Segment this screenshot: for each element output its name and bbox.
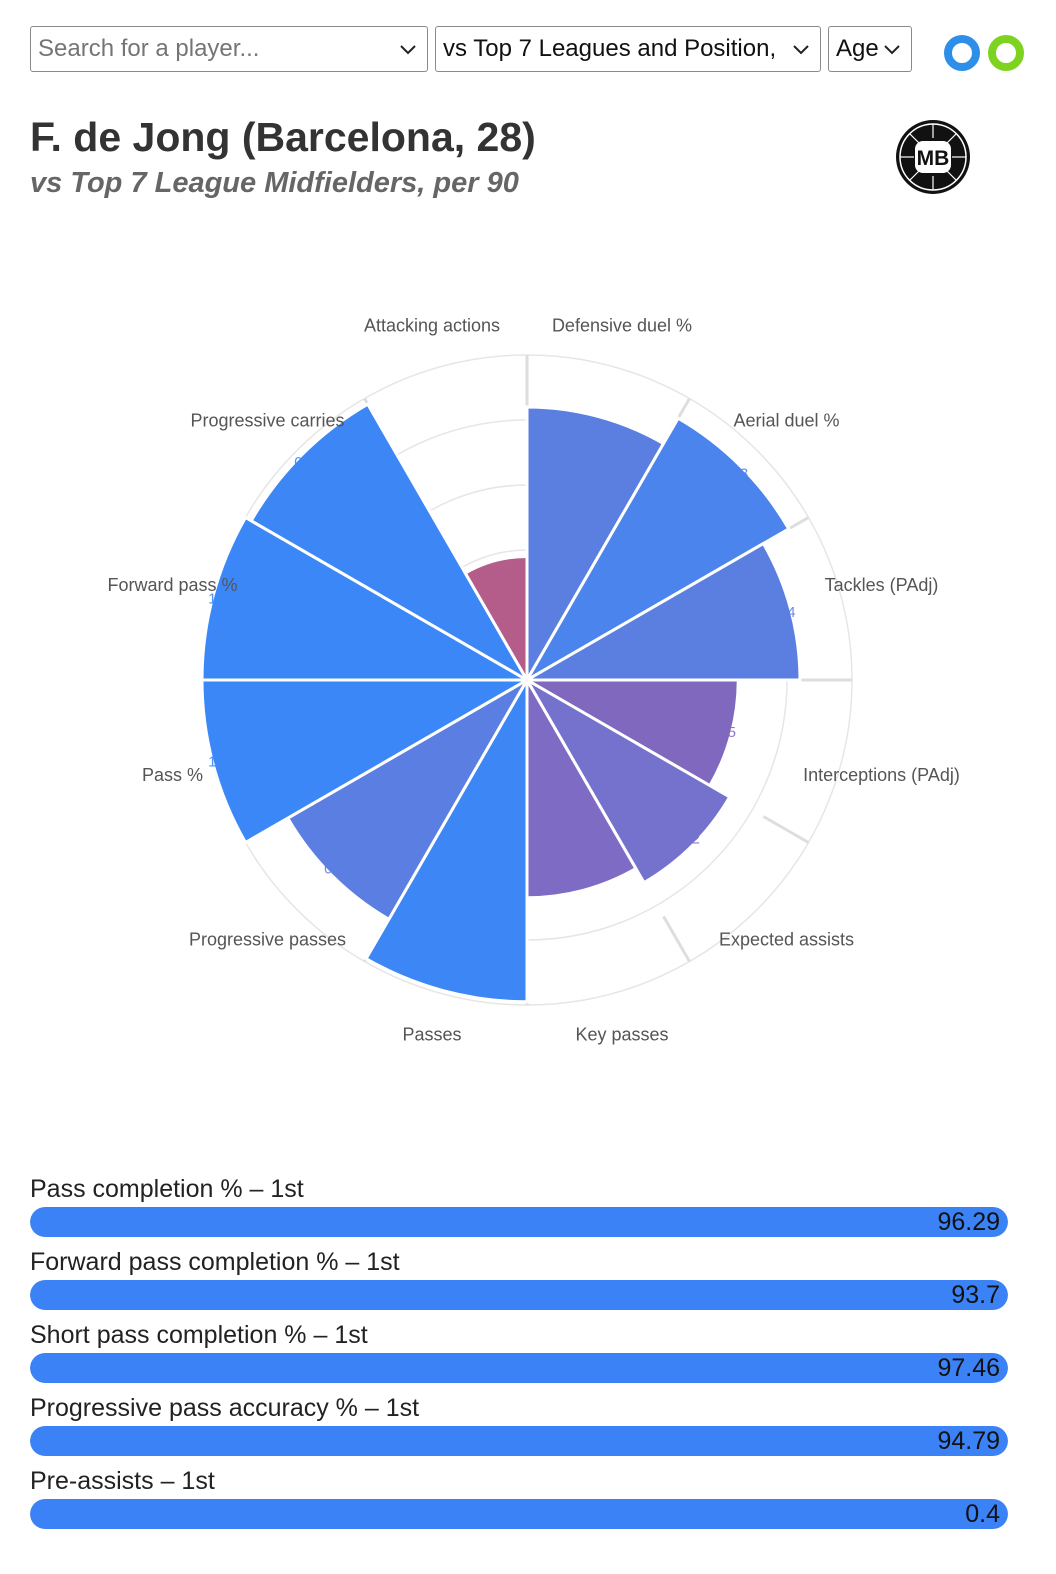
value-label: 0.84 — [580, 418, 609, 435]
stat-label: Pre-assists – 1st — [30, 1467, 215, 1495]
stat-value: 94.79 — [937, 1427, 1000, 1455]
age-select-value: Age — [836, 35, 879, 62]
value-label: 0.38 — [483, 562, 512, 579]
stat-bar-track: 97.46 — [30, 1353, 1008, 1383]
stat-value: 96.29 — [937, 1208, 1000, 1236]
category-label: Interceptions (PAdj) — [803, 765, 960, 785]
category-label: Key passes — [575, 1024, 668, 1044]
stat-row: Forward pass completion % – 1st 93.7 — [30, 1245, 1010, 1318]
player-search-placeholder: Search for a player... — [38, 35, 260, 62]
stat-label: Forward pass completion % – 1st — [30, 1248, 400, 1276]
value-label: 0.72 — [671, 830, 700, 847]
category-label: Passes — [402, 1024, 461, 1044]
stat-label: Short pass completion % – 1st — [30, 1321, 368, 1349]
stat-bar-track: 0.4 — [30, 1499, 1008, 1529]
chart-category-labels: Defensive duel % Aerial duel % Tackles (PA… — [107, 316, 959, 1045]
grid-spoke — [662, 915, 691, 963]
stat-bar-fill — [30, 1353, 1008, 1383]
stat-row: Short pass completion % – 1st 97.46 — [30, 1318, 1010, 1391]
stat-value: 93.7 — [951, 1281, 1000, 1309]
category-label: Forward pass % — [107, 575, 237, 595]
value-label: 1.00 — [208, 754, 237, 771]
player-search-dropdown[interactable]: Search for a player... — [30, 26, 428, 72]
chevron-down-icon — [793, 45, 809, 55]
stat-row: Progressive pass accuracy % – 1st 94.79 — [30, 1391, 1010, 1464]
polar-bar-1 — [525, 405, 666, 686]
polar-bar-chart: 0.84 0.93 0.84 0.65 0.72 0.67 0.99 0.85 1.00 1.00… — [107, 316, 959, 1045]
stat-bar-fill — [30, 1207, 1008, 1237]
stat-row: Pass completion % – 1st 96.29 — [30, 1172, 1010, 1245]
category-label: Pass % — [142, 765, 203, 785]
category-label: Progressive passes — [189, 930, 346, 950]
polar-bar-6 — [525, 674, 638, 900]
comparison-group-select[interactable]: vs Top 7 Leagues and Position, per 90 — [435, 26, 821, 72]
logo-text: MB — [917, 147, 950, 170]
stat-bar-fill — [30, 1280, 1008, 1310]
chart-value-labels: 0.84 0.93 0.84 0.65 0.72 0.67 0.99 0.85 1.00 1.00… — [208, 418, 796, 990]
category-label: Aerial duel % — [733, 410, 839, 430]
category-label: Attacking actions — [364, 316, 500, 336]
polar-bar-9 — [200, 678, 533, 845]
blue-ring-toggle[interactable] — [944, 35, 980, 71]
stat-value: 0.4 — [965, 1500, 1000, 1528]
stat-label: Pass completion % – 1st — [30, 1175, 304, 1203]
value-label: 1.00 — [208, 590, 237, 607]
chevron-down-icon — [400, 45, 416, 55]
polar-bar-7 — [364, 674, 529, 1004]
value-label: 0.99 — [432, 973, 461, 990]
category-label: Defensive duel % — [552, 316, 692, 336]
stat-bars: Pass completion % – 1st 96.29 Forward pass… — [30, 1172, 1010, 1537]
category-label: Expected assists — [719, 930, 854, 950]
polar-bar-3 — [521, 541, 802, 682]
stat-bar-track: 94.79 — [30, 1426, 1008, 1456]
value-label: 0.67 — [566, 873, 595, 890]
player-title: F. de Jong (Barcelona, 28) — [30, 114, 536, 160]
comparison-group-value: vs Top 7 Leagues and Position, per 90 — [443, 35, 783, 62]
stat-bar-track: 96.29 — [30, 1207, 1008, 1237]
category-label: Tackles (PAdj) — [825, 575, 939, 595]
stat-bar-track: 93.7 — [30, 1280, 1008, 1310]
polar-bar-10 — [200, 515, 533, 682]
polar-bar-5 — [522, 675, 732, 885]
stat-bar-fill — [30, 1426, 1008, 1456]
value-label: 0.65 — [707, 724, 736, 741]
polar-bar-4 — [521, 678, 740, 788]
stat-label: Progressive pass accuracy % – 1st — [30, 1394, 420, 1422]
value-label: 0.85 — [324, 860, 353, 877]
stat-bar-fill — [30, 1499, 1008, 1529]
polar-bar-2 — [522, 416, 791, 685]
polar-bar-12 — [463, 554, 529, 686]
stat-row: Pre-assists – 1st 0.4 — [30, 1464, 1010, 1537]
polar-bar-11 — [249, 402, 532, 685]
comparison-subtitle: vs Top 7 League Midfielders, per 90 — [30, 167, 519, 199]
stat-value: 97.46 — [937, 1354, 1000, 1382]
chevron-down-icon — [884, 45, 900, 55]
age-select[interactable]: Age — [828, 26, 912, 72]
mb-logo-icon: MB — [896, 120, 970, 194]
value-label: 0.84 — [766, 604, 795, 621]
value-label: 0.93 — [719, 465, 748, 482]
polar-bar-8 — [285, 675, 532, 922]
category-label: Progressive carries — [190, 410, 344, 430]
grid-spoke — [762, 815, 810, 844]
value-label: 0.98 — [294, 454, 323, 471]
green-ring-toggle[interactable] — [988, 35, 1024, 71]
chart-bars — [200, 402, 802, 1004]
